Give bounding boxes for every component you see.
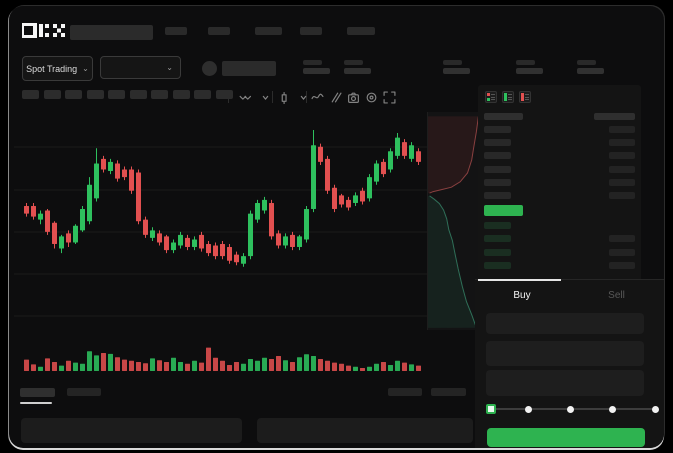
chevron-down2-icon[interactable] bbox=[296, 90, 310, 104]
camera-icon[interactable] bbox=[346, 90, 360, 104]
tab-sell[interactable]: Sell bbox=[608, 290, 625, 301]
chevron-down-icon: ⌄ bbox=[166, 63, 173, 72]
bid-amount-skeleton[interactable] bbox=[609, 262, 635, 270]
order-input-skeleton[interactable] bbox=[486, 313, 644, 334]
timeframe-button-skeleton[interactable] bbox=[108, 90, 125, 99]
fullscreen-icon[interactable] bbox=[382, 90, 396, 104]
ask-price-skeleton[interactable] bbox=[484, 178, 511, 186]
filter-skeleton-2[interactable] bbox=[431, 388, 466, 396]
history-tab-skeleton[interactable] bbox=[67, 388, 101, 396]
slider-stop-dot[interactable] bbox=[525, 406, 532, 413]
stat-label-skeleton bbox=[443, 60, 462, 65]
nav-item-skeleton[interactable] bbox=[347, 27, 375, 35]
ask-amount-skeleton[interactable] bbox=[609, 192, 635, 199]
app-window: Spot Trading ⌄ ⌄ Buy Sell bbox=[9, 6, 664, 448]
wave-icon[interactable] bbox=[310, 90, 324, 104]
bid-price-skeleton[interactable] bbox=[484, 262, 511, 270]
timeframe-button-skeleton[interactable] bbox=[172, 90, 190, 99]
chevron-down-icon: ⌄ bbox=[82, 64, 89, 73]
ask-amount-skeleton[interactable] bbox=[609, 152, 635, 160]
ask-amount-skeleton[interactable] bbox=[609, 139, 635, 147]
ask-price-skeleton[interactable] bbox=[484, 165, 511, 173]
market-type-label: Spot Trading bbox=[26, 63, 78, 74]
order-input-skeleton[interactable] bbox=[486, 341, 644, 366]
slider-handle[interactable] bbox=[486, 404, 496, 414]
timeframe-button-skeleton[interactable] bbox=[151, 90, 168, 99]
nav-item-skeleton[interactable] bbox=[255, 27, 282, 35]
book-combined-icon[interactable] bbox=[485, 91, 497, 103]
timeframe-button-skeleton[interactable] bbox=[129, 90, 147, 99]
orders-panel-skeleton bbox=[21, 418, 242, 443]
pair-dropdown[interactable]: ⌄ bbox=[100, 56, 181, 79]
stat-value-skeleton bbox=[443, 68, 470, 74]
toolbar-separator bbox=[272, 91, 273, 103]
market-type-dropdown[interactable]: Spot Trading ⌄ bbox=[22, 56, 93, 81]
order-book bbox=[478, 85, 641, 285]
nav-item-skeleton[interactable] bbox=[208, 27, 230, 35]
stat-value-skeleton bbox=[344, 68, 371, 74]
bid-price-skeleton[interactable] bbox=[484, 222, 511, 229]
book-asks-icon[interactable] bbox=[519, 91, 531, 103]
ask-amount-skeleton[interactable] bbox=[609, 126, 635, 133]
bid-amount-skeleton[interactable] bbox=[609, 235, 635, 243]
nav-item-skeleton[interactable] bbox=[300, 27, 322, 35]
orders-tab-skeleton[interactable] bbox=[20, 388, 55, 397]
active-tab-underline bbox=[20, 402, 52, 404]
ob-header-price-skeleton bbox=[484, 113, 523, 120]
ask-price-skeleton[interactable] bbox=[484, 152, 511, 160]
nav-item-skeleton[interactable] bbox=[165, 27, 187, 35]
stat-value-skeleton bbox=[577, 68, 604, 74]
ask-amount-skeleton[interactable] bbox=[609, 165, 635, 173]
timeframe-button-skeleton[interactable] bbox=[86, 90, 104, 99]
slider-stop-dot[interactable] bbox=[609, 406, 616, 413]
timeframe-button-skeleton[interactable] bbox=[43, 90, 61, 99]
okx-logo[interactable] bbox=[22, 23, 66, 38]
volume-chart[interactable] bbox=[14, 338, 480, 372]
timeframe-button-skeleton[interactable] bbox=[22, 90, 39, 99]
ask-price-skeleton[interactable] bbox=[484, 139, 511, 147]
toolbar-separator bbox=[306, 91, 307, 103]
timeframe-button-skeleton[interactable] bbox=[65, 90, 82, 99]
filter-skeleton[interactable] bbox=[388, 388, 422, 396]
stat-label-skeleton bbox=[303, 60, 322, 65]
chevron-double-icon[interactable] bbox=[237, 90, 251, 104]
settings-icon[interactable] bbox=[364, 90, 378, 104]
parallel-lines-icon[interactable] bbox=[328, 90, 342, 104]
bid-price-skeleton[interactable] bbox=[484, 248, 511, 256]
stat-label-skeleton bbox=[516, 60, 535, 65]
timeframe-button-skeleton[interactable] bbox=[194, 90, 211, 99]
tab-buy[interactable]: Buy bbox=[513, 290, 531, 301]
stat-label-skeleton bbox=[577, 60, 596, 65]
stat-label-skeleton bbox=[344, 60, 363, 65]
timeframe-button-skeleton[interactable] bbox=[215, 90, 233, 99]
price-skeleton bbox=[222, 61, 276, 76]
bid-price-skeleton[interactable] bbox=[484, 235, 511, 243]
book-bids-icon[interactable] bbox=[502, 91, 514, 103]
bid-amount-skeleton[interactable] bbox=[609, 248, 635, 256]
ob-header-amount-skeleton bbox=[594, 113, 635, 120]
ask-price-skeleton[interactable] bbox=[484, 192, 511, 199]
active-tab-indicator bbox=[478, 279, 561, 281]
ask-price-skeleton[interactable] bbox=[484, 126, 511, 133]
order-input-skeleton[interactable] bbox=[486, 370, 644, 396]
stat-value-skeleton bbox=[516, 68, 543, 74]
coin-avatar bbox=[202, 61, 217, 76]
chevron-down-icon[interactable] bbox=[258, 90, 272, 104]
candlestick-chart[interactable] bbox=[14, 110, 480, 336]
positions-panel-skeleton bbox=[257, 418, 473, 443]
toolbar-separator bbox=[228, 91, 229, 103]
slider-stop-dot[interactable] bbox=[652, 406, 659, 413]
stat-value-skeleton bbox=[303, 68, 330, 74]
slider-stop-dot[interactable] bbox=[567, 406, 574, 413]
buy-cta-button[interactable] bbox=[487, 428, 645, 447]
ask-amount-skeleton[interactable] bbox=[609, 178, 635, 186]
trade-tabs: Buy Sell bbox=[475, 279, 664, 309]
search-skeleton[interactable] bbox=[70, 25, 153, 40]
last-price-bar[interactable] bbox=[484, 205, 523, 216]
depth-strip[interactable] bbox=[427, 112, 480, 330]
candle-style-icon[interactable] bbox=[278, 90, 292, 104]
